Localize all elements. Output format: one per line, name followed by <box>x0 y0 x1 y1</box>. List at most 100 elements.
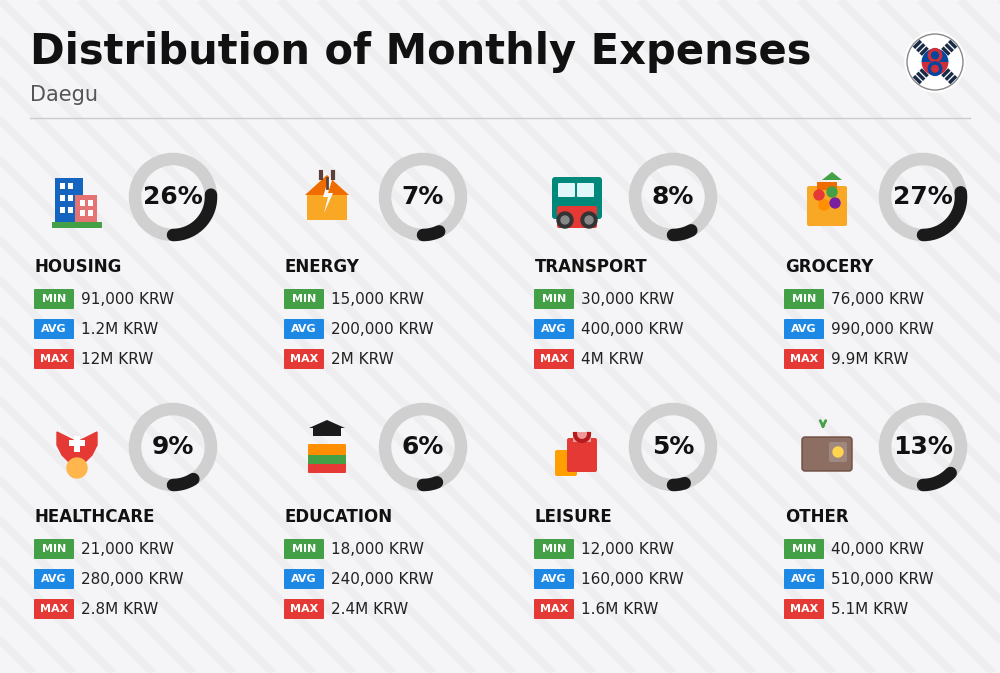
Text: MAX: MAX <box>290 604 318 614</box>
Wedge shape <box>922 48 948 62</box>
FancyBboxPatch shape <box>534 599 574 619</box>
Circle shape <box>928 48 942 62</box>
Text: MIN: MIN <box>292 294 316 304</box>
FancyBboxPatch shape <box>60 207 65 213</box>
FancyBboxPatch shape <box>74 436 80 452</box>
FancyBboxPatch shape <box>68 183 73 189</box>
Text: 12,000 KRW: 12,000 KRW <box>581 542 674 557</box>
FancyBboxPatch shape <box>55 178 83 222</box>
FancyBboxPatch shape <box>573 432 591 442</box>
Circle shape <box>833 447 843 457</box>
Circle shape <box>557 212 573 228</box>
Circle shape <box>932 52 938 59</box>
FancyBboxPatch shape <box>308 453 346 464</box>
FancyBboxPatch shape <box>69 440 85 446</box>
Text: TRANSPORT: TRANSPORT <box>535 258 648 276</box>
Text: MAX: MAX <box>290 354 318 364</box>
Text: MIN: MIN <box>42 294 66 304</box>
Polygon shape <box>309 420 345 428</box>
FancyBboxPatch shape <box>577 183 594 197</box>
FancyBboxPatch shape <box>313 428 341 436</box>
Text: MIN: MIN <box>292 544 316 554</box>
Text: 9%: 9% <box>152 435 194 459</box>
Text: MAX: MAX <box>40 354 68 364</box>
FancyBboxPatch shape <box>567 438 597 472</box>
Text: MIN: MIN <box>792 294 816 304</box>
FancyBboxPatch shape <box>557 206 597 228</box>
Text: 5.1M KRW: 5.1M KRW <box>831 602 908 616</box>
FancyBboxPatch shape <box>558 183 575 197</box>
Text: 510,000 KRW: 510,000 KRW <box>831 571 934 586</box>
Text: 40,000 KRW: 40,000 KRW <box>831 542 924 557</box>
Polygon shape <box>307 195 347 220</box>
FancyBboxPatch shape <box>284 569 324 589</box>
FancyBboxPatch shape <box>308 462 346 473</box>
Circle shape <box>905 32 965 92</box>
Text: 6%: 6% <box>402 435 444 459</box>
Text: OTHER: OTHER <box>785 508 849 526</box>
Circle shape <box>67 458 87 478</box>
FancyBboxPatch shape <box>75 195 97 222</box>
Text: 9.9M KRW: 9.9M KRW <box>831 351 908 367</box>
Text: GROCERY: GROCERY <box>785 258 873 276</box>
Text: MAX: MAX <box>540 604 568 614</box>
Text: AVG: AVG <box>41 324 67 334</box>
Circle shape <box>827 187 837 197</box>
Circle shape <box>819 200 829 210</box>
FancyBboxPatch shape <box>829 442 847 462</box>
Text: 18,000 KRW: 18,000 KRW <box>331 542 424 557</box>
Circle shape <box>585 216 593 224</box>
Circle shape <box>561 216 569 224</box>
FancyBboxPatch shape <box>802 437 852 471</box>
Text: ENERGY: ENERGY <box>285 258 360 276</box>
Text: 2.8M KRW: 2.8M KRW <box>81 602 158 616</box>
Text: 26%: 26% <box>143 185 203 209</box>
FancyBboxPatch shape <box>34 349 74 369</box>
Text: MIN: MIN <box>792 544 816 554</box>
Text: 15,000 KRW: 15,000 KRW <box>331 291 424 306</box>
Text: 7%: 7% <box>402 185 444 209</box>
FancyBboxPatch shape <box>308 444 346 455</box>
Text: 12M KRW: 12M KRW <box>81 351 153 367</box>
FancyBboxPatch shape <box>534 539 574 559</box>
Text: 240,000 KRW: 240,000 KRW <box>331 571 434 586</box>
FancyBboxPatch shape <box>34 569 74 589</box>
FancyBboxPatch shape <box>784 319 824 339</box>
Text: 4M KRW: 4M KRW <box>581 351 644 367</box>
Circle shape <box>932 65 938 72</box>
FancyBboxPatch shape <box>60 195 65 201</box>
Text: 30,000 KRW: 30,000 KRW <box>581 291 674 306</box>
Text: MAX: MAX <box>40 604 68 614</box>
FancyBboxPatch shape <box>88 210 93 216</box>
Text: 76,000 KRW: 76,000 KRW <box>831 291 924 306</box>
FancyBboxPatch shape <box>807 186 847 226</box>
Text: 2M KRW: 2M KRW <box>331 351 394 367</box>
Text: 8%: 8% <box>652 185 694 209</box>
Circle shape <box>581 212 597 228</box>
Polygon shape <box>57 432 97 470</box>
FancyBboxPatch shape <box>60 183 65 189</box>
FancyBboxPatch shape <box>80 210 85 216</box>
Text: AVG: AVG <box>291 574 317 584</box>
Text: MAX: MAX <box>790 354 818 364</box>
FancyBboxPatch shape <box>534 349 574 369</box>
Text: 160,000 KRW: 160,000 KRW <box>581 571 684 586</box>
Polygon shape <box>822 172 842 180</box>
Text: Distribution of Monthly Expenses: Distribution of Monthly Expenses <box>30 31 812 73</box>
FancyBboxPatch shape <box>68 195 73 201</box>
Text: 2.4M KRW: 2.4M KRW <box>331 602 408 616</box>
FancyBboxPatch shape <box>784 349 824 369</box>
Text: AVG: AVG <box>541 324 567 334</box>
FancyBboxPatch shape <box>88 200 93 206</box>
Text: 990,000 KRW: 990,000 KRW <box>831 322 934 336</box>
FancyBboxPatch shape <box>80 200 85 206</box>
Polygon shape <box>323 177 333 213</box>
Text: MIN: MIN <box>542 294 566 304</box>
Circle shape <box>830 198 840 208</box>
FancyBboxPatch shape <box>817 182 837 190</box>
FancyBboxPatch shape <box>534 569 574 589</box>
Text: 400,000 KRW: 400,000 KRW <box>581 322 684 336</box>
Text: MAX: MAX <box>790 604 818 614</box>
Text: MAX: MAX <box>540 354 568 364</box>
Text: LEISURE: LEISURE <box>535 508 613 526</box>
